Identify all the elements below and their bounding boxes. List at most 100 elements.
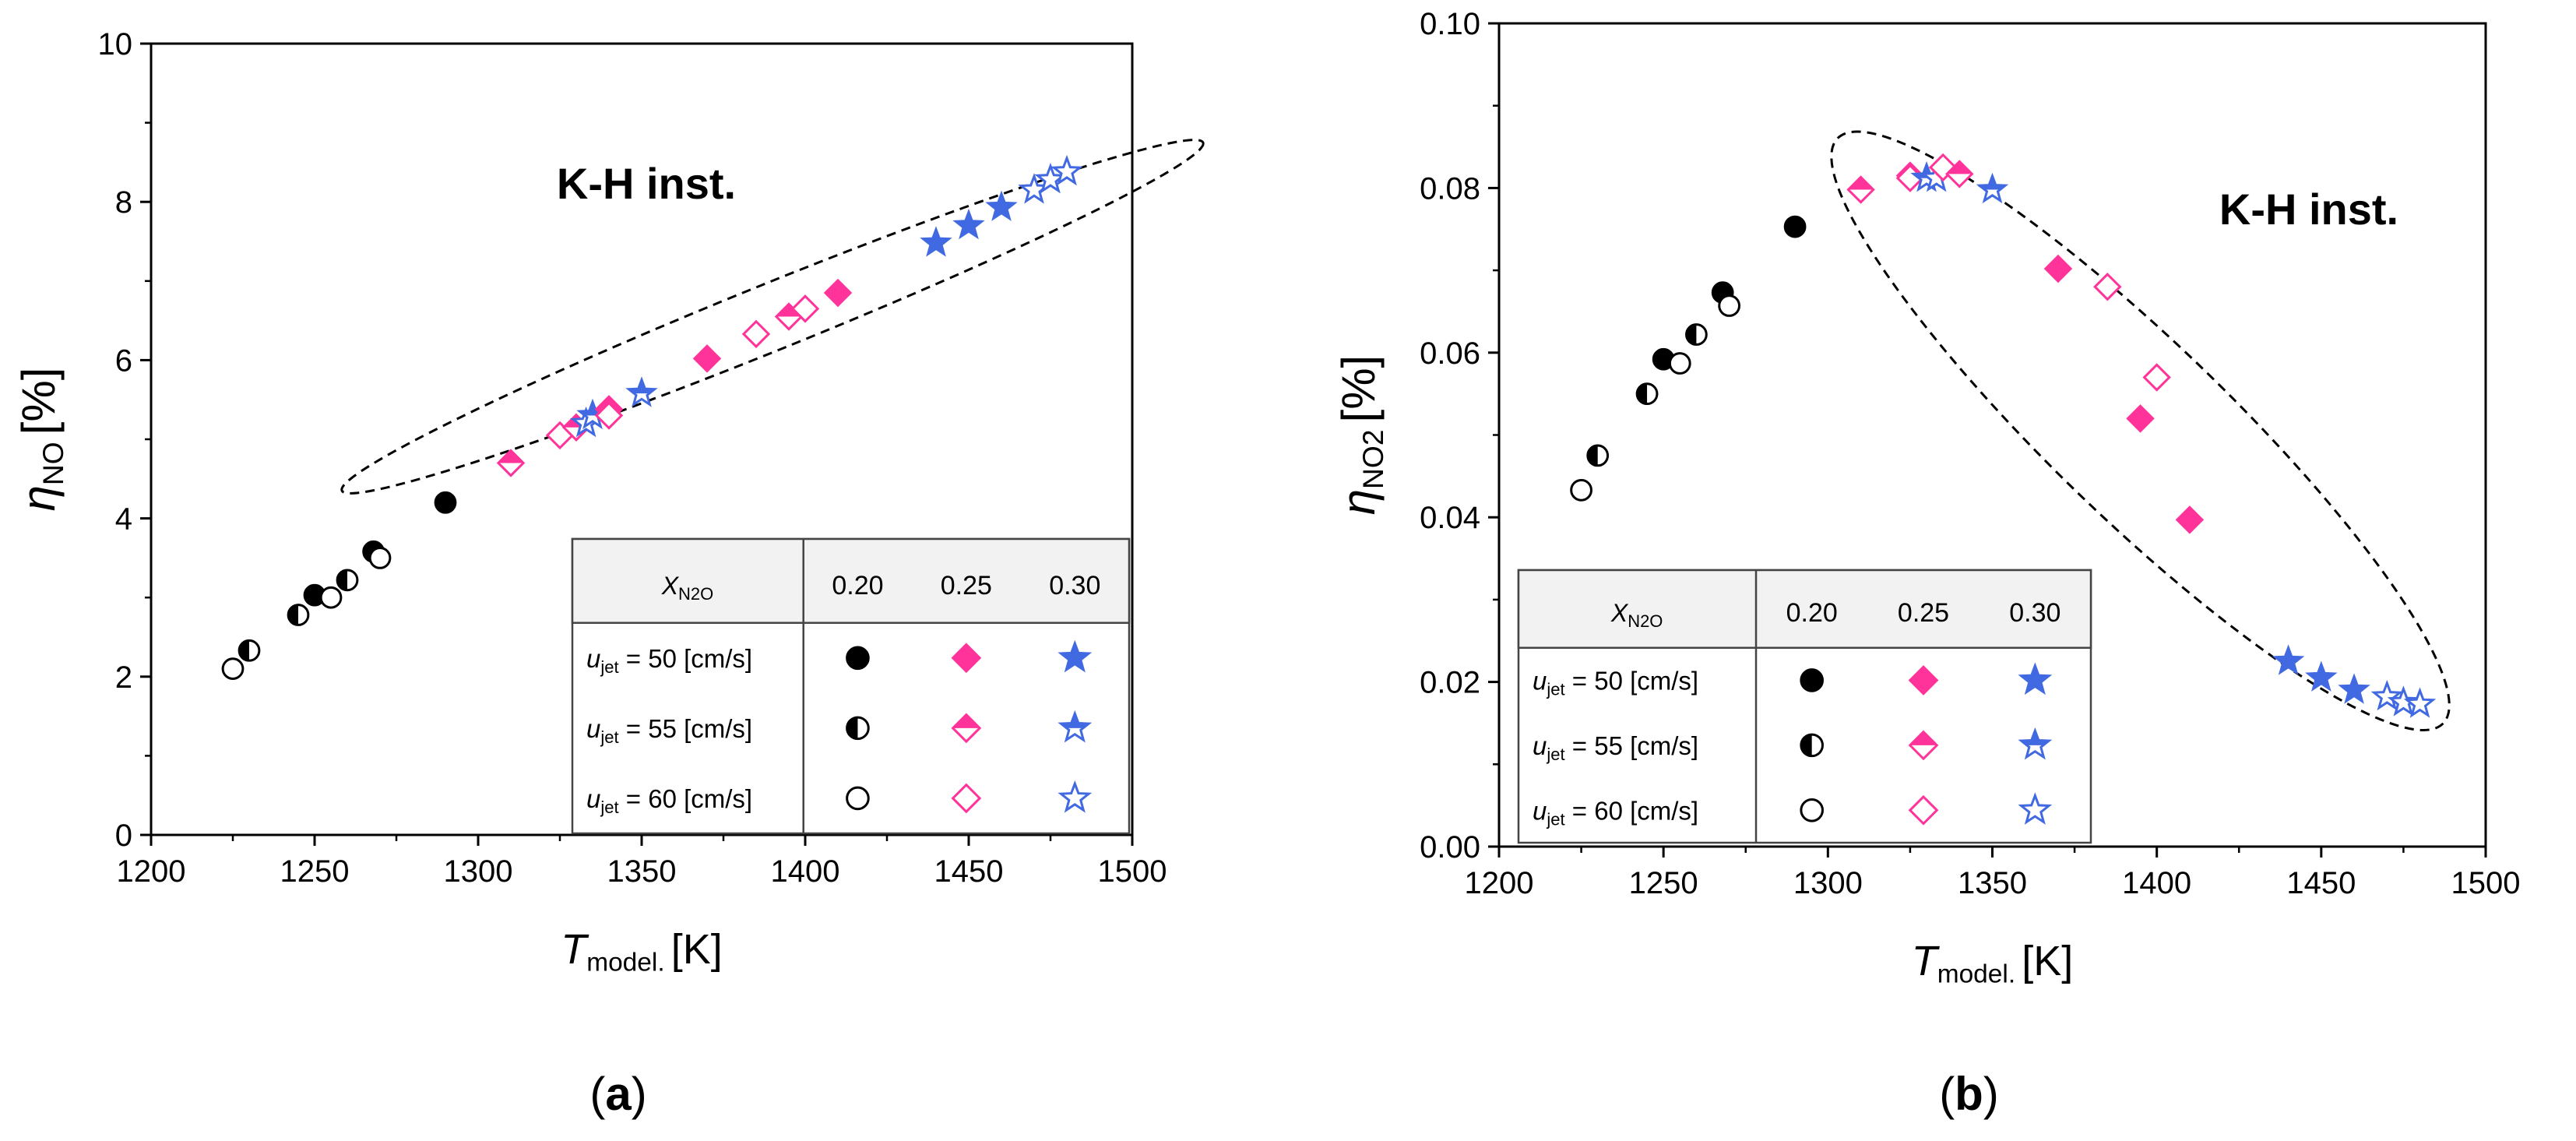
data-point-circle-shape bbox=[1668, 352, 1691, 375]
legend-marker-diamond-half bbox=[951, 713, 982, 744]
data-point-diamond-shape bbox=[2126, 404, 2155, 433]
data-point-star-shape bbox=[985, 190, 1018, 221]
legend-row-rest: = 55 [cm/s] bbox=[1565, 731, 1698, 760]
legend-marker-star-half-half-fill bbox=[2021, 731, 2050, 745]
x-axis-label-main: T bbox=[561, 926, 589, 973]
data-point-star-shape bbox=[920, 226, 952, 257]
data-point-diamond bbox=[741, 319, 771, 349]
legend-row-rest: = 55 [cm/s] bbox=[619, 714, 752, 743]
data-point-diamond-shape bbox=[2142, 363, 2171, 392]
x-tick-label: 1200 bbox=[117, 854, 186, 889]
data-point-circle-shape bbox=[319, 586, 343, 609]
data-point-diamond-shape bbox=[2175, 505, 2205, 534]
data-point-diamond bbox=[2142, 363, 2171, 392]
legend-row-rest: = 50 [cm/s] bbox=[1565, 666, 1698, 695]
data-point-diamond-shape bbox=[741, 319, 771, 349]
legend-marker-star-open-shape bbox=[1057, 780, 1093, 813]
legend-marker-diamond-full bbox=[951, 643, 982, 674]
data-point-circle bbox=[1685, 323, 1708, 346]
x-tick-label: 1250 bbox=[1629, 866, 1698, 900]
x-axis-label-unit: [K] bbox=[2022, 938, 2073, 984]
y-axis-label-main: η bbox=[1332, 489, 1385, 515]
y-tick-label: 0.06 bbox=[1420, 336, 1480, 371]
data-point-circle-shape bbox=[434, 491, 457, 514]
y-tick-label: 10 bbox=[98, 27, 133, 62]
data-point-diamond-shape bbox=[2043, 254, 2073, 283]
legend-marker-circle-open bbox=[1800, 798, 1824, 822]
y-tick-label: 0 bbox=[115, 819, 132, 853]
x-tick-label: 1400 bbox=[771, 854, 840, 889]
data-point-circle bbox=[221, 657, 245, 681]
legend-marker-star-open-shape bbox=[2018, 792, 2053, 825]
y-tick-label: 6 bbox=[115, 343, 132, 378]
data-point-circle-shape bbox=[1718, 294, 1741, 317]
data-point-star-shape bbox=[2370, 679, 2404, 711]
data-point-star bbox=[985, 190, 1018, 221]
panel-b-chart: 1200 1250 1300 1350 1400 1450 1500 0.00 0.02 0.04… bbox=[1332, 7, 2520, 1120]
legend-header-bg bbox=[571, 537, 1131, 624]
data-point-circle bbox=[238, 639, 261, 662]
data-point-circle-half-fill bbox=[1587, 445, 1598, 466]
legend-marker-diamond-half-half-fill bbox=[1909, 731, 1937, 745]
data-point-circle bbox=[287, 604, 310, 626]
data-point-star bbox=[2370, 679, 2404, 711]
legend-column-1: 0.20 bbox=[1786, 598, 1838, 628]
data-point-diamond bbox=[594, 401, 624, 430]
legend-marker-diamond-full bbox=[1908, 665, 1939, 696]
legend-row-rest: = 50 [cm/s] bbox=[619, 644, 752, 673]
data-point-diamond-shape bbox=[692, 344, 722, 373]
x-tick-label: 1300 bbox=[1793, 866, 1863, 900]
legend-row-label-2: ujet = 55 [cm/s] bbox=[586, 714, 752, 747]
x-axis-label-sub: model. bbox=[586, 949, 664, 977]
legend-marker-diamond-full-shape bbox=[951, 643, 982, 674]
legend-marker-diamond-full-shape bbox=[1908, 665, 1939, 696]
data-point-star-shape bbox=[952, 208, 985, 240]
y-axis-label-sub: NO2 bbox=[1357, 429, 1389, 488]
legend-marker-star-half bbox=[1057, 710, 1093, 743]
legend-marker-diamond-open bbox=[951, 783, 982, 814]
panel-label-open: ( bbox=[589, 1068, 605, 1120]
legend-column-2: 0.25 bbox=[941, 571, 992, 600]
legend-row-sub: jet bbox=[1546, 679, 1564, 699]
legend-header-label: XN2O bbox=[661, 572, 714, 604]
legend-row-label-1: ujet = 50 [cm/s] bbox=[1533, 666, 1698, 699]
y-axis-label-sub: NO bbox=[37, 442, 69, 485]
legend-marker-star-full-shape bbox=[1057, 639, 1093, 673]
legend-marker-circle-full-shape bbox=[1800, 668, 1824, 692]
legend-header-label: XN2O bbox=[1610, 599, 1663, 631]
legend-row-sub: jet bbox=[1546, 745, 1564, 764]
legend-row-sub: jet bbox=[600, 657, 618, 677]
x-axis-label-sub: model. bbox=[1937, 960, 2015, 989]
x-tick-label: 1500 bbox=[2451, 866, 2521, 900]
panel-label: (a) bbox=[589, 1068, 646, 1120]
x-axis-label-main: T bbox=[1912, 938, 1941, 984]
data-point-circle bbox=[434, 491, 457, 514]
legend-header-main: X bbox=[1610, 599, 1629, 627]
y-tick-label: 4 bbox=[115, 502, 132, 537]
data-point-diamond bbox=[2043, 254, 2073, 283]
x-tick-label: 1250 bbox=[280, 854, 350, 889]
y-tick-label: 8 bbox=[115, 185, 132, 220]
data-point-circle bbox=[319, 586, 343, 609]
legend-row-sub: jet bbox=[600, 798, 618, 817]
data-point-star-shape bbox=[2305, 660, 2338, 692]
legend-marker-star-full-shape bbox=[2018, 662, 2053, 696]
x-axis-label-unit: [K] bbox=[671, 926, 723, 973]
legend-column-2: 0.25 bbox=[1898, 598, 1949, 628]
legend-marker-star-open bbox=[1057, 780, 1093, 813]
legend-marker-circle-full bbox=[1800, 668, 1824, 692]
data-point-circle bbox=[1586, 444, 1610, 467]
data-point-circle bbox=[1635, 382, 1659, 406]
panel-label-close: ) bbox=[1983, 1068, 1999, 1120]
data-point-star bbox=[2272, 644, 2305, 675]
kh-ellipse bbox=[340, 139, 1205, 495]
y-axis-label-main: η bbox=[12, 485, 65, 511]
kh-annotation: K-H inst. bbox=[557, 159, 736, 208]
data-point-diamond-half-fill bbox=[1848, 177, 1874, 190]
data-point-circle-half-fill bbox=[239, 640, 249, 661]
legend-row-main: u bbox=[1533, 731, 1547, 760]
data-point-star-shape bbox=[2272, 644, 2305, 675]
y-tick-label: 0.10 bbox=[1420, 7, 1480, 41]
legend-header-main: X bbox=[661, 572, 680, 600]
